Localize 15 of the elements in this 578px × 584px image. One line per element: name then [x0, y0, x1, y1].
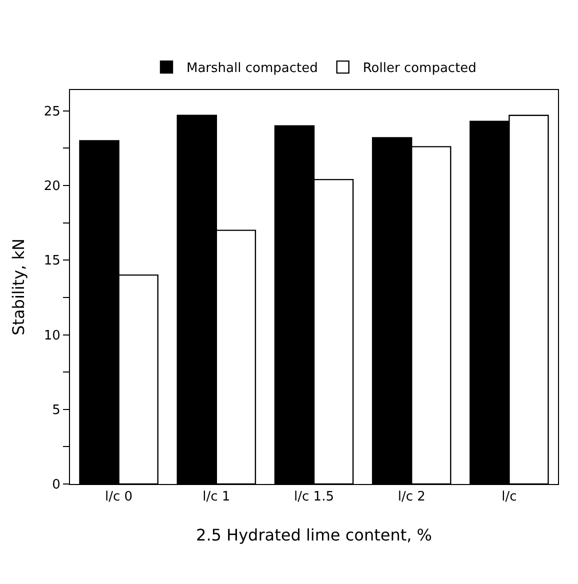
- y-tick-label: 5: [52, 402, 60, 418]
- x-tick-label: l/c 0: [105, 490, 133, 505]
- y-tick-label: 0: [52, 478, 60, 493]
- x-tick-label: l/c 1.5: [294, 490, 334, 505]
- legend-label: Roller compacted: [362, 61, 476, 76]
- y-tick-label: 10: [44, 328, 60, 344]
- x-axis-title: 2.5 Hydrated lime content, %: [196, 525, 432, 544]
- legend-label: Marshall compacted: [186, 61, 318, 76]
- x-tick-label: l/c: [502, 490, 517, 505]
- y-tick-label: 20: [44, 179, 60, 194]
- x-tick-label: l/c 2: [398, 490, 426, 505]
- y-tick-label: 15: [44, 254, 60, 269]
- y-axis-title: Stability, kN: [8, 238, 28, 336]
- x-tick-label: l/c 1: [202, 490, 230, 505]
- y-tick-label: 25: [44, 104, 60, 120]
